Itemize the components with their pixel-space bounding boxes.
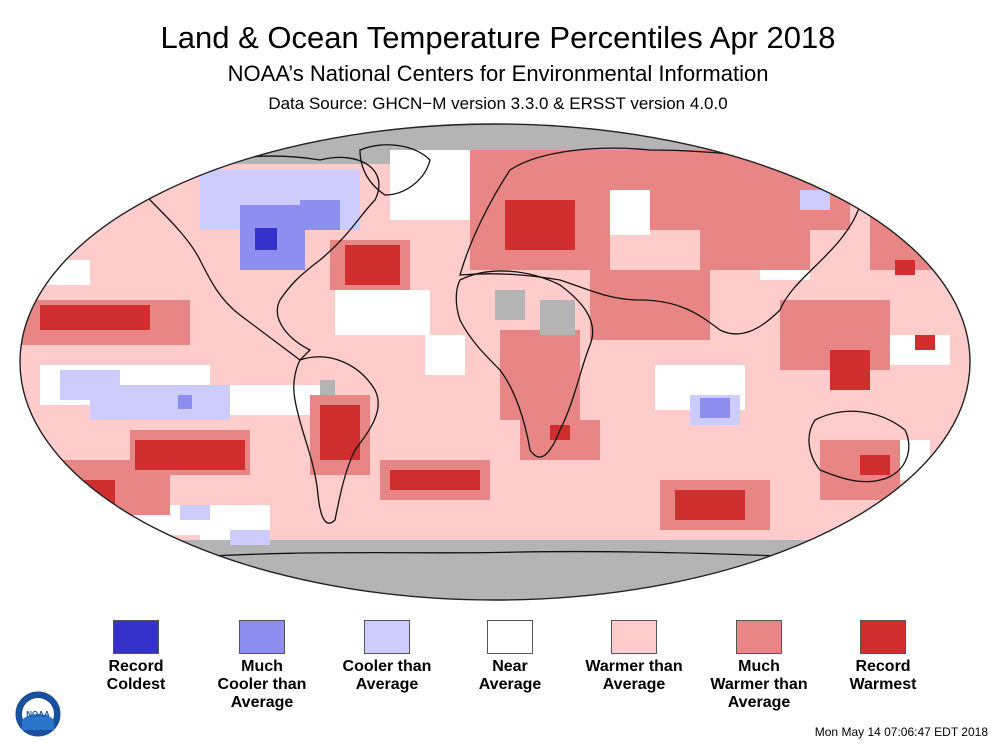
- map-subtitle: NOAA’s National Centers for Environmenta…: [227, 61, 769, 86]
- legend-swatch: [611, 620, 657, 654]
- legend-label: Much Warmer than Average: [697, 658, 821, 712]
- legend-label-line: Average: [727, 694, 791, 711]
- data-source: Data Source: GHCN−M version 3.3.0 & ERSS…: [268, 94, 728, 113]
- legend-swatch: [364, 620, 410, 654]
- legend-label: Record Warmest: [821, 658, 945, 694]
- africa-outline: [455, 270, 594, 458]
- legend-label-line: Record: [108, 658, 164, 675]
- legend-label-line: Much: [738, 658, 780, 675]
- legend-label-line: Cooler than: [217, 676, 307, 693]
- legend-label: Warmer than Average: [572, 658, 696, 694]
- legend-label-line: Warmer than: [585, 658, 683, 675]
- legend-label-line: Coldest: [106, 676, 166, 693]
- legend-item-record-warmest: Record Warmest: [821, 620, 945, 694]
- no-data-land: [320, 290, 575, 575]
- legend-label: Much Cooler than Average: [200, 658, 324, 712]
- legend-swatch: [239, 620, 285, 654]
- legend-label-line: Much: [241, 658, 283, 675]
- legend-label: Cooler than Average: [325, 658, 449, 694]
- legend-item-much-cooler: Much Cooler than Average: [200, 620, 324, 712]
- australia-outline: [808, 410, 910, 483]
- legend-item-record-coldest: Record Coldest: [74, 620, 198, 694]
- legend-label-line: Average: [478, 676, 542, 693]
- legend-label-line: Warmer than: [710, 676, 808, 693]
- legend-label-line: Warmest: [849, 676, 917, 693]
- record-warmest-regions: [40, 200, 935, 520]
- legend-item-warmer: Warmer than Average: [572, 620, 696, 694]
- south-america-outline: [293, 356, 379, 524]
- record-coldest-regions: [255, 228, 277, 250]
- antarctica-outline: [149, 550, 881, 561]
- legend-swatch: [487, 620, 533, 654]
- north-america-outline: [149, 155, 380, 361]
- eurasia-outline: [459, 147, 862, 335]
- greenland-outline: [359, 144, 431, 196]
- legend-label-line: Average: [602, 676, 666, 693]
- much-cooler-regions: [178, 200, 730, 418]
- legend-label: Near Average: [448, 658, 572, 694]
- legend-label-line: Average: [355, 676, 419, 693]
- coastlines: [149, 144, 910, 561]
- legend-item-cooler: Cooler than Average: [325, 620, 449, 694]
- legend-item-near: Near Average: [448, 620, 572, 694]
- legend-swatch: [113, 620, 159, 654]
- legend: Record Coldest Much Cooler than Average Coole…: [0, 620, 996, 720]
- legend-swatch: [736, 620, 782, 654]
- legend-label-line: Cooler than: [342, 658, 432, 675]
- noaa-logo: NOAA: [14, 690, 62, 738]
- legend-label-line: Average: [230, 694, 294, 711]
- legend-label: Record Coldest: [74, 658, 198, 694]
- noaa-logo-text: NOAA: [26, 710, 50, 719]
- legend-swatch: [860, 620, 906, 654]
- globe-border: [19, 123, 971, 601]
- legend-label-line: Near: [492, 658, 528, 675]
- legend-item-much-warmer: Much Warmer than Average: [697, 620, 821, 712]
- legend-label-line: Record: [855, 658, 911, 675]
- timestamp: Mon May 14 07:06:47 EDT 2018: [814, 725, 988, 739]
- map-title: Land & Ocean Temperature Percentiles Apr…: [160, 20, 836, 55]
